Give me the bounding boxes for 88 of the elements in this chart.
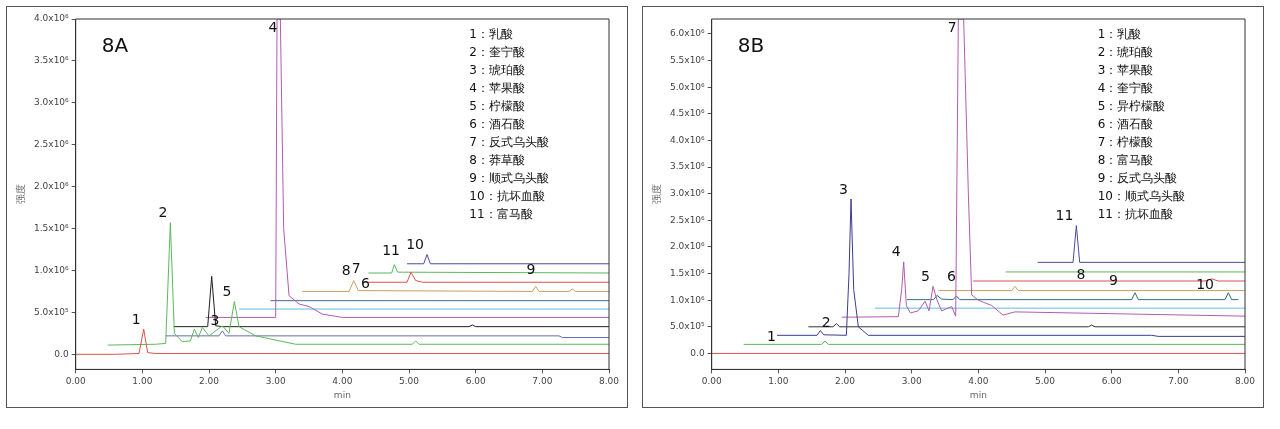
text: 8B <box>737 33 765 58</box>
x-tick-label: 2.00 <box>199 376 220 387</box>
annotation: 1：乳酸 <box>469 27 514 42</box>
annotation: 3：琥珀酸 <box>469 63 526 78</box>
y-tick-label: 4.0x10⁶ <box>34 13 70 24</box>
annotation: 10：顺式乌头酸 <box>1097 189 1186 204</box>
y-tick-label: 6.0x10⁶ <box>670 28 706 39</box>
y-tick-label: 4.0x10⁶ <box>670 134 706 145</box>
x-tick-label: 7.00 <box>532 376 553 387</box>
y-tick-label: 4.5x10⁶ <box>670 108 706 119</box>
annotation: 6 <box>947 267 957 284</box>
x-tick-label: 3.00 <box>901 376 922 387</box>
y-tick-label: 2.0x10⁶ <box>34 181 70 191</box>
annotation: 1 <box>767 327 777 344</box>
x-tick-label: 0.00 <box>65 376 86 387</box>
y-tick-label: 1.5x10⁶ <box>34 222 70 233</box>
y-tick-label: 5.5x10⁶ <box>670 54 706 65</box>
x-axis-title: min <box>333 389 351 400</box>
y-tick-label: 2.0x10⁶ <box>670 241 706 252</box>
annotation: 8：富马酸 <box>1097 153 1154 168</box>
x-tick-label: 6.00 <box>1101 376 1122 387</box>
x-tick-label: 3.00 <box>265 376 286 387</box>
x-axis-title: min <box>969 389 987 400</box>
x-tick-label: 8.00 <box>598 376 620 387</box>
annotation: 6：酒石酸 <box>1097 117 1154 132</box>
annotation: 2 <box>158 204 168 221</box>
text: 8A <box>101 33 129 58</box>
annotation: 8 <box>1076 265 1086 282</box>
y-tick-label: 3.5x10⁶ <box>670 161 706 172</box>
x-tick-label: 5.00 <box>1034 376 1056 387</box>
annotation: 5 <box>222 283 232 300</box>
annotation: 11 <box>382 242 401 259</box>
annotation: 10 <box>1196 275 1214 292</box>
annotation: 9：反式乌头酸 <box>1097 171 1178 186</box>
y-axis-title: 强度 <box>650 184 662 205</box>
annotation: 9：顺式乌头酸 <box>469 171 550 186</box>
annotation: 5 <box>921 267 931 284</box>
x-tick-label: 4.00 <box>968 376 989 387</box>
annotation: 4：苹果酸 <box>469 81 526 96</box>
x-tick-label: 5.00 <box>398 376 420 387</box>
y-tick-label: 5.0x10⁵ <box>670 321 706 332</box>
x-tick-label: 2.00 <box>835 376 856 387</box>
y-axis-title: 强度 <box>14 184 26 205</box>
annotation: 8 <box>341 262 351 279</box>
annotation: 6：酒石酸 <box>469 117 526 132</box>
y-tick-label: 1.0x10⁶ <box>34 264 70 275</box>
annotation: 1 <box>131 310 141 327</box>
x-tick-label: 6.00 <box>465 376 486 387</box>
annotation: 4：奎宁酸 <box>1097 81 1154 96</box>
y-tick-label: 3.0x10⁶ <box>670 188 706 199</box>
x-tick-label: 1.00 <box>132 376 153 387</box>
y-tick-label: 3.5x10⁶ <box>34 55 70 66</box>
y-tick-label: 1.0x10⁶ <box>670 294 706 305</box>
y-tick-label: 2.5x10⁶ <box>34 139 70 150</box>
y-tick-label: 3.0x10⁶ <box>34 97 70 108</box>
annotation: 11：富马酸 <box>469 207 533 222</box>
annotation: 1：乳酸 <box>1097 27 1142 42</box>
y-tick-label: 0.0 <box>54 348 69 359</box>
annotation: 7 <box>947 18 957 35</box>
y-tick-label: 5.0x10⁵ <box>34 306 70 317</box>
x-tick-label: 1.00 <box>768 376 789 387</box>
annotation: 3：苹果酸 <box>1097 63 1154 78</box>
annotation: 8：莽草酸 <box>469 153 526 168</box>
annotation: 5：异柠檬酸 <box>1097 99 1166 114</box>
x-tick-label: 8.00 <box>1234 376 1256 387</box>
annotation: 11 <box>1055 207 1074 224</box>
annotation: 10：抗坏血酸 <box>469 189 545 204</box>
annotation: 11：抗坏血酸 <box>1097 207 1174 222</box>
annotation: 4 <box>268 18 278 35</box>
annotation: 2：奎宁酸 <box>469 45 526 60</box>
y-tick-label: 1.5x10⁶ <box>670 267 706 278</box>
annotation: 7 <box>351 259 361 276</box>
annotation: 6 <box>361 274 371 291</box>
x-tick-label: 7.00 <box>1168 376 1189 387</box>
y-tick-label: 0.0 <box>690 347 705 358</box>
annotation: 7：反式乌头酸 <box>469 135 550 150</box>
annotation: 2 <box>821 313 831 330</box>
x-tick-label: 0.00 <box>701 376 722 387</box>
annotation: 10 <box>406 236 425 253</box>
annotation: 3 <box>839 180 849 197</box>
annotation: 5：柠檬酸 <box>469 99 526 114</box>
y-tick-label: 2.5x10⁶ <box>670 214 706 225</box>
annotation: 2：琥珀酸 <box>1097 45 1154 60</box>
y-tick-label: 5.0x10⁶ <box>670 81 706 92</box>
annotation: 9 <box>1109 272 1119 289</box>
annotation: 4 <box>891 243 901 260</box>
x-tick-label: 4.00 <box>332 376 353 387</box>
annotation: 7：柠檬酸 <box>1097 135 1154 150</box>
